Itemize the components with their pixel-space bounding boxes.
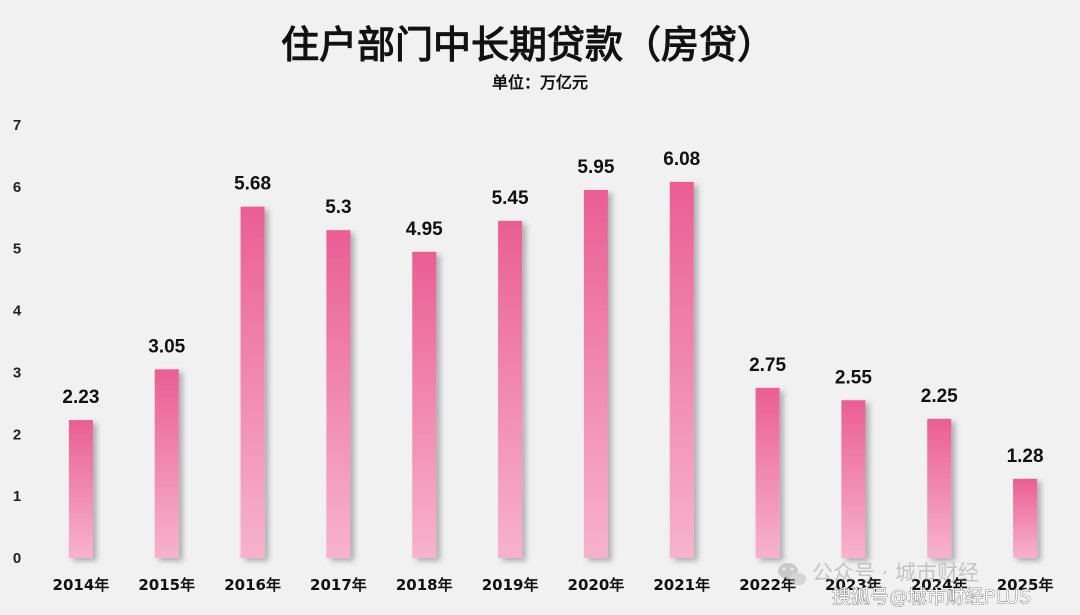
y-tick-label: 3 xyxy=(13,364,21,381)
x-tick-label: 2016年 xyxy=(224,576,281,594)
wechat-watermark: 公众号 · 城市财经 xyxy=(778,561,979,586)
y-tick-label: 7 xyxy=(13,117,21,134)
data-label: 5.95 xyxy=(577,157,614,178)
sohu-watermark: 搜狐号@城市财经PLUS xyxy=(832,586,1031,608)
x-tick-label: 2023年 xyxy=(825,576,882,594)
data-label: 2.25 xyxy=(921,386,958,407)
bar xyxy=(68,420,93,558)
bar xyxy=(498,220,523,558)
x-tick-label: 2019年 xyxy=(482,576,539,594)
bar xyxy=(154,369,179,558)
x-axis: 2014年 2015年 2016年 2017年 2018年 2019年 2020年 2021年… xyxy=(53,576,1054,594)
data-label: 4.95 xyxy=(406,219,443,240)
x-tick-label: 2021年 xyxy=(653,576,710,594)
y-tick-label: 2 xyxy=(13,426,21,443)
y-axis: 0 1 2 3 4 5 6 7 xyxy=(13,117,22,567)
data-label: 5.45 xyxy=(492,188,529,209)
y-tick-label: 5 xyxy=(13,241,21,258)
bar xyxy=(669,181,694,558)
data-label: 6.08 xyxy=(663,149,700,170)
bar xyxy=(240,206,265,558)
x-tick-label: 2025年 xyxy=(997,576,1054,594)
data-label: 2.55 xyxy=(835,367,872,388)
wechat-watermark-text: 公众号 · 城市财经 xyxy=(812,561,979,585)
y-tick-label: 0 xyxy=(13,550,21,567)
data-label: 2.23 xyxy=(62,387,99,408)
wechat-logo-icon xyxy=(778,563,806,586)
chart-title: 住户部门中长期贷款（房贷） xyxy=(281,23,775,67)
data-label: 3.05 xyxy=(148,336,185,357)
data-label: 5.3 xyxy=(325,197,351,218)
x-tick-label: 2024年 xyxy=(911,576,968,594)
bar xyxy=(1013,478,1038,558)
bar xyxy=(412,251,437,559)
x-tick-label: 2015年 xyxy=(138,576,195,594)
x-tick-label: 2018年 xyxy=(396,576,453,594)
bar xyxy=(755,387,780,558)
x-tick-label: 2020年 xyxy=(568,576,625,594)
chart-unit-subtitle: 单位：万亿元 xyxy=(492,73,588,92)
x-tick-label: 2022年 xyxy=(739,576,796,594)
x-tick-label: 2017年 xyxy=(310,576,367,594)
data-label: 5.68 xyxy=(234,174,271,195)
x-tick-label: 2014年 xyxy=(53,576,110,594)
y-tick-label: 6 xyxy=(13,179,21,196)
y-tick-label: 4 xyxy=(13,303,22,320)
y-tick-label: 1 xyxy=(13,488,21,505)
bars-group: 2.23 3.05 5.68 5.3 4.95 5.45 5.95 6.08 2.75 2.55 2… xyxy=(62,149,1044,559)
bar xyxy=(841,400,866,558)
bar xyxy=(583,189,608,558)
bar xyxy=(927,418,952,558)
bar xyxy=(326,230,351,558)
data-label: 1.28 xyxy=(1007,446,1044,467)
data-label: 2.75 xyxy=(749,355,786,376)
